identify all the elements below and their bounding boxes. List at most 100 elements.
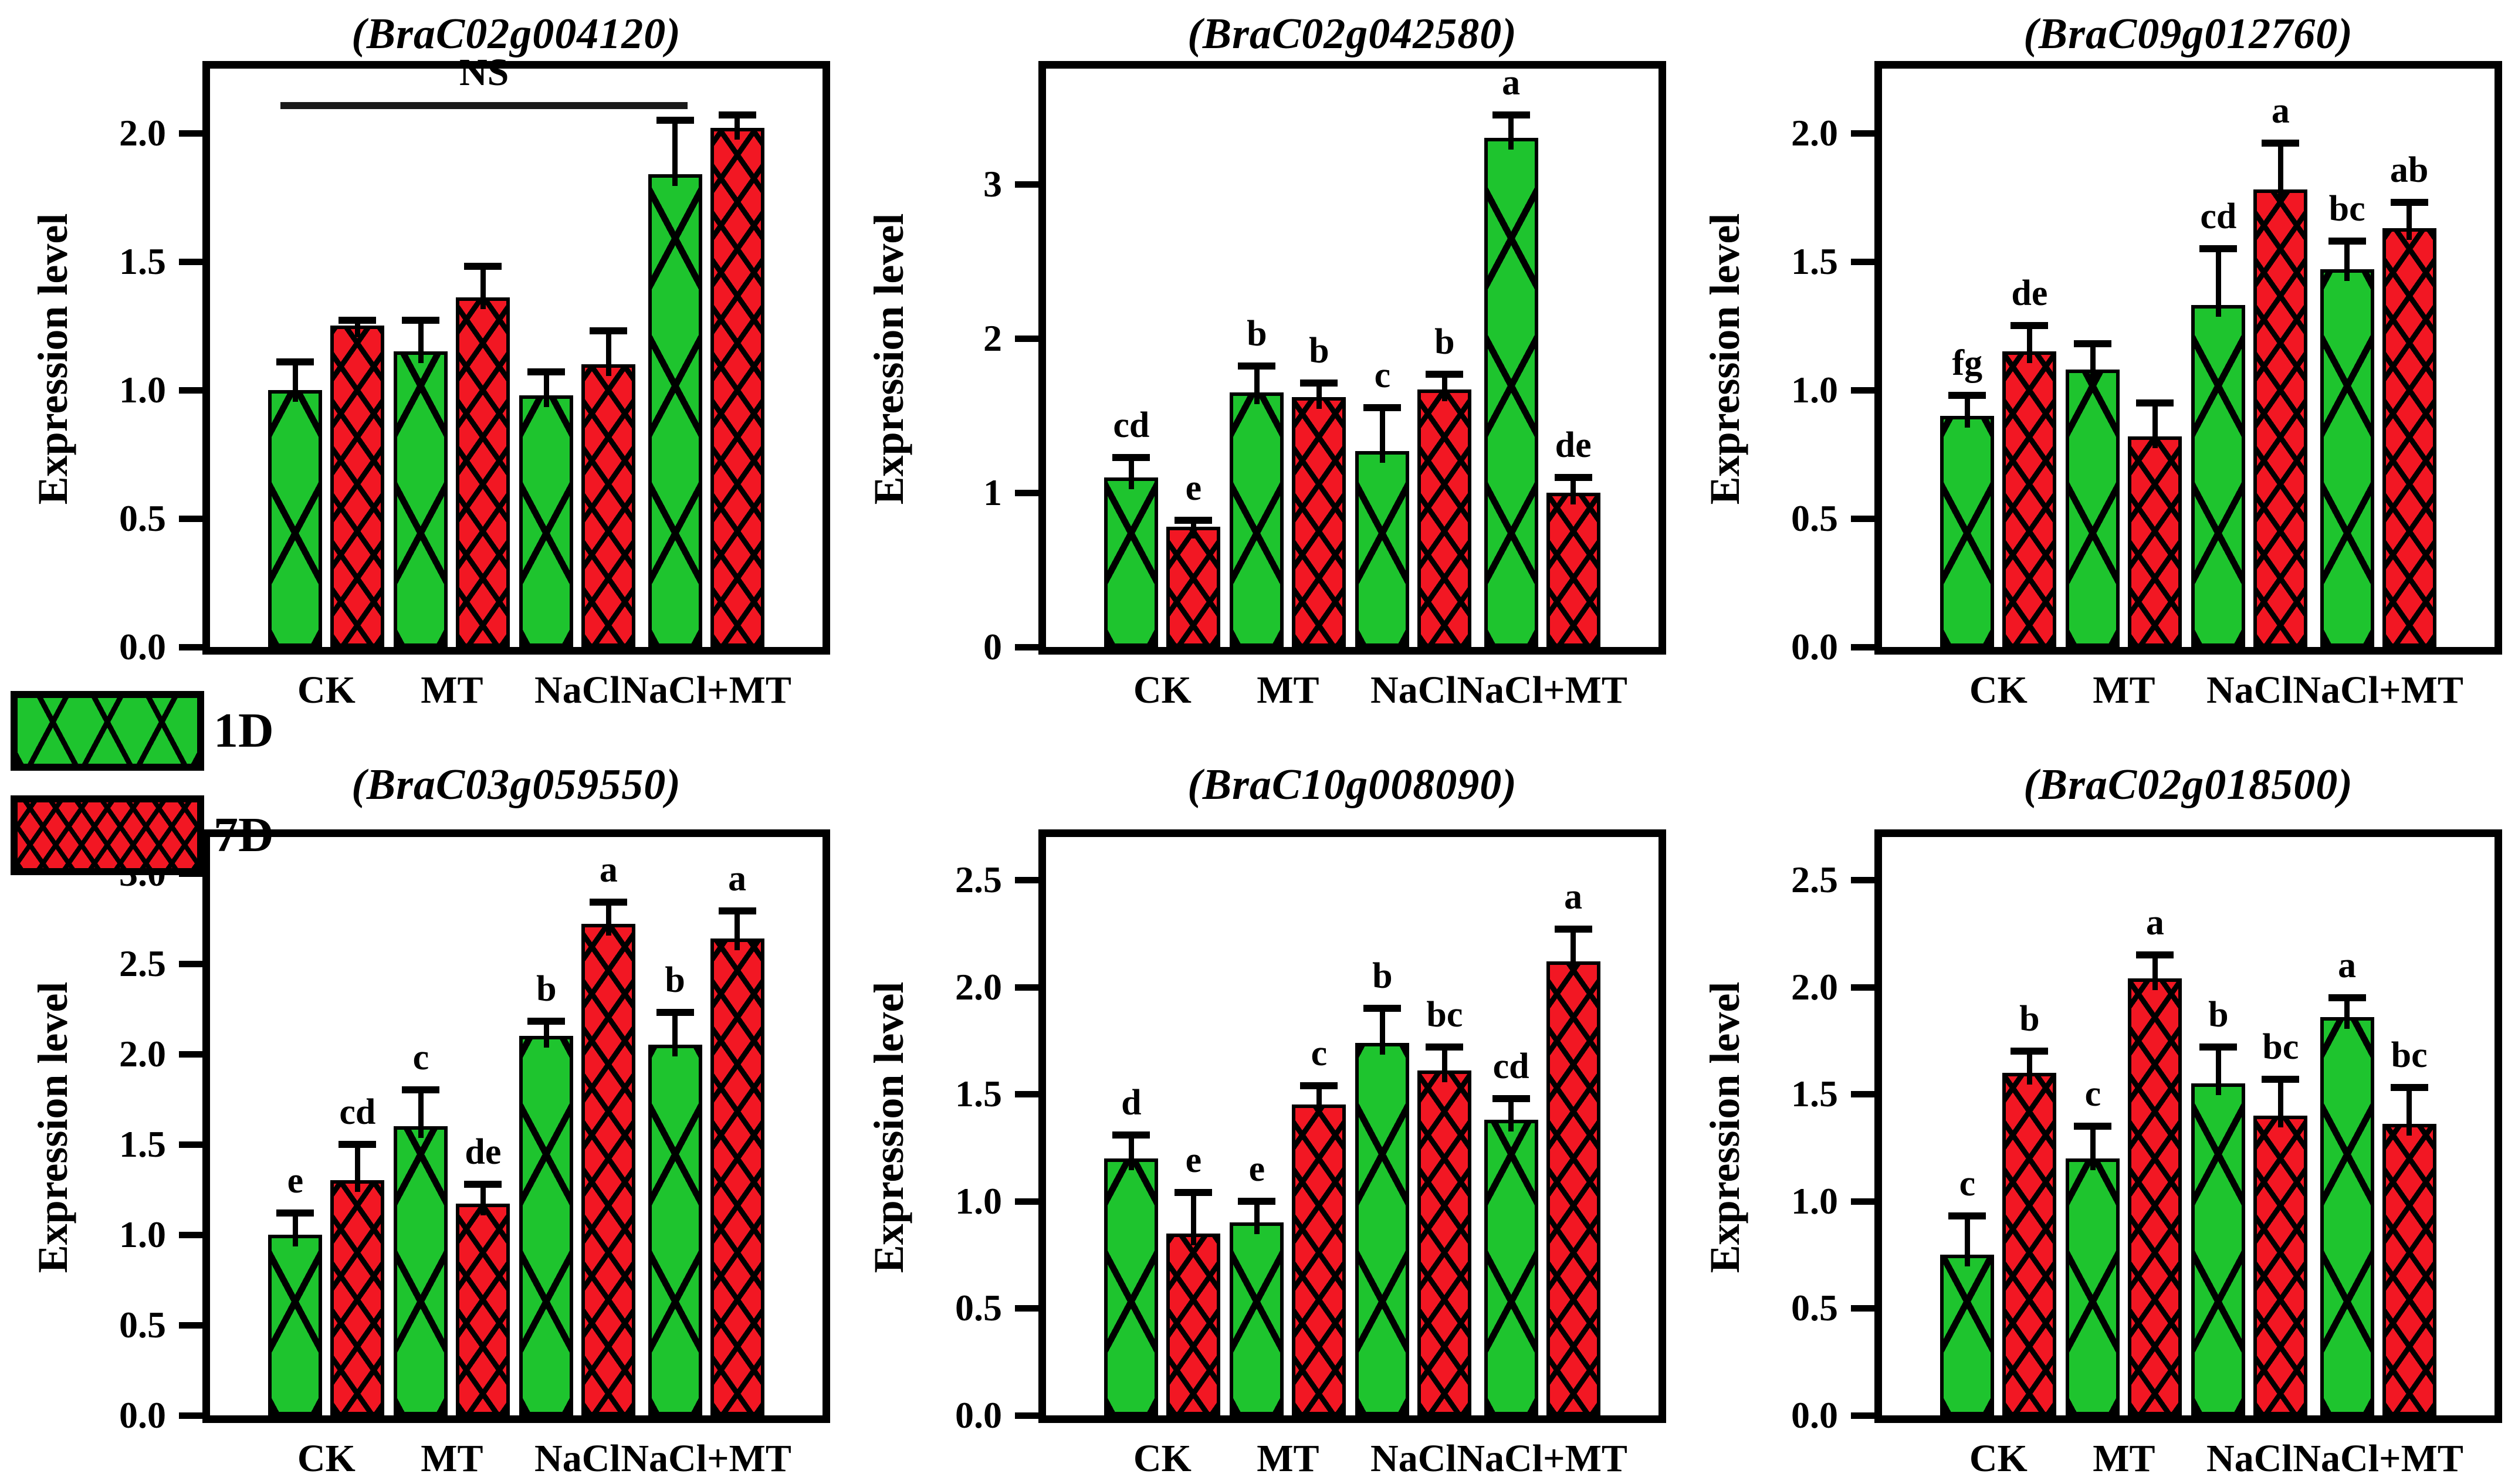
y-tick-label: 1.5 <box>119 240 166 282</box>
significance-letter: fg <box>1952 343 1983 383</box>
y-tick-label: 0.0 <box>119 626 166 668</box>
error-bar <box>2152 954 2158 990</box>
plot-area: 0 1 2 3 cd e b b c b a de <box>983 61 1666 668</box>
y-tick-label: 1.0 <box>1791 368 1838 411</box>
error-bar-cap <box>2390 198 2428 206</box>
error-bar <box>2152 402 2158 448</box>
error-bar-cap <box>1948 1212 1986 1220</box>
y-tick-label: 2.0 <box>119 1032 166 1075</box>
error-bar-cap <box>1426 1043 1464 1051</box>
significance-letter: e <box>1185 1140 1202 1181</box>
bar-7D-NaCl+MT <box>2382 228 2436 647</box>
error-bar-cap <box>2262 1075 2300 1083</box>
x-axis-labels: CK MT NaCl NaCl+MT <box>1874 1430 2502 1483</box>
y-tick <box>1015 984 1038 991</box>
error-bar <box>1571 477 1576 505</box>
error-bar-cap <box>718 907 756 915</box>
bar-7D-NaCl <box>581 923 636 1415</box>
error-bar-cap <box>2136 399 2174 406</box>
y-tick <box>1015 181 1038 188</box>
significance-letter: c <box>412 1038 429 1078</box>
y-tick <box>1851 877 1874 884</box>
chart-panel-5: (BraC10g008090) Expression level 0.0 0.5 1… <box>836 729 1672 1480</box>
error-bar <box>735 911 740 950</box>
error-bar <box>2407 202 2412 240</box>
y-tick-label: 2.0 <box>119 111 166 154</box>
error-bar <box>1571 929 1576 973</box>
bar-7D-CK <box>2002 1072 2057 1415</box>
error-bar-cap <box>2390 1084 2428 1092</box>
error-bar <box>1964 1216 1970 1267</box>
error-bar-cap <box>402 1086 440 1094</box>
error-bar <box>2026 326 2032 364</box>
bar-1D-CK <box>268 389 323 647</box>
error-bar <box>605 330 611 376</box>
bar-7D-CK <box>330 326 385 647</box>
error-bar-cap <box>2328 994 2366 1001</box>
error-bar <box>1190 1192 1196 1245</box>
y-tick-label: 3 <box>983 163 1002 205</box>
bar-7D-MT <box>456 1204 510 1415</box>
bar-1D-CK <box>268 1234 323 1415</box>
chart-panel-1: (BraC02g004120) Expression level 0.0 0.5 1… <box>0 0 836 729</box>
error-bar <box>735 114 740 140</box>
bar-7D-MT <box>1292 1104 1346 1415</box>
significance-letter: b <box>536 969 557 1009</box>
error-bar-cap <box>1363 1005 1402 1012</box>
error-bar <box>1254 1201 1260 1235</box>
y-tick <box>179 387 202 394</box>
significance-letter: c <box>1374 355 1391 396</box>
y-tick <box>179 258 202 265</box>
y-tick-label: 0.0 <box>119 1394 166 1436</box>
error-bar <box>354 1144 360 1192</box>
bar-1D-MT <box>1230 1222 1284 1415</box>
error-bar-cap <box>2011 322 2049 330</box>
error-bar <box>2090 343 2096 381</box>
error-bar-cap <box>339 1140 377 1148</box>
plot-area: 0.0 0.5 1.0 1.5 2.0 2.5 c b c a b bc a bc <box>1791 829 2502 1436</box>
y-tick <box>1851 1305 1874 1312</box>
category-label: NaCl+MT <box>1457 1437 1627 1480</box>
y-tick <box>1851 387 1874 394</box>
y-tick <box>179 515 202 522</box>
y-tick <box>1851 1091 1874 1098</box>
chart-title: (BraC02g004120) <box>351 10 681 58</box>
error-bar-cap <box>1300 380 1338 387</box>
significance-letter: c <box>1959 1164 1976 1204</box>
legend: 1D 7D <box>11 691 274 900</box>
chart-title: (BraC02g018500) <box>2023 761 2353 809</box>
y-tick-label: 0.5 <box>1791 1287 1838 1329</box>
significance-letter: cd <box>2200 196 2237 236</box>
category-label: NaCl+MT <box>621 669 791 711</box>
bar-7D-MT <box>456 297 510 647</box>
legend-swatch-7d-icon <box>11 795 204 875</box>
bar-7D-CK <box>330 1180 385 1415</box>
significance-letter: cd <box>1492 1046 1529 1086</box>
bar-1D-CK <box>1940 1255 1995 1415</box>
significance-letter: b <box>2019 999 2040 1039</box>
y-tick-label: 1.5 <box>1791 1073 1838 1115</box>
y-tick-label: 0.5 <box>119 1303 166 1346</box>
y-tick-label: 2.0 <box>955 965 1002 1008</box>
y-tick <box>179 644 202 650</box>
bar-1D-MT <box>394 351 448 647</box>
significance-letter: ab <box>2389 150 2429 190</box>
bar-1D-NaCl <box>2191 305 2246 647</box>
x-axis-labels: CK MT NaCl NaCl+MT <box>202 662 830 714</box>
y-tick <box>1851 1198 1874 1205</box>
category-label: CK <box>1133 669 1192 711</box>
error-bar <box>2277 143 2283 201</box>
error-bar-cap <box>1363 404 1402 412</box>
error-bar <box>1128 457 1134 489</box>
y-tick <box>179 1141 202 1148</box>
category-label: NaCl+MT <box>2293 669 2463 711</box>
y-tick <box>179 1412 202 1419</box>
error-bar <box>1379 1008 1385 1055</box>
bar-7D-NaCl <box>1417 1070 1472 1415</box>
category-label: NaCl+MT <box>621 1437 791 1480</box>
y-tick-label: 1.5 <box>119 1123 166 1165</box>
bar-7D-NaCl <box>581 364 636 647</box>
significance-letter: bc <box>2328 188 2365 229</box>
significance-letter: b <box>665 960 685 1000</box>
category-label: MT <box>2093 669 2155 711</box>
